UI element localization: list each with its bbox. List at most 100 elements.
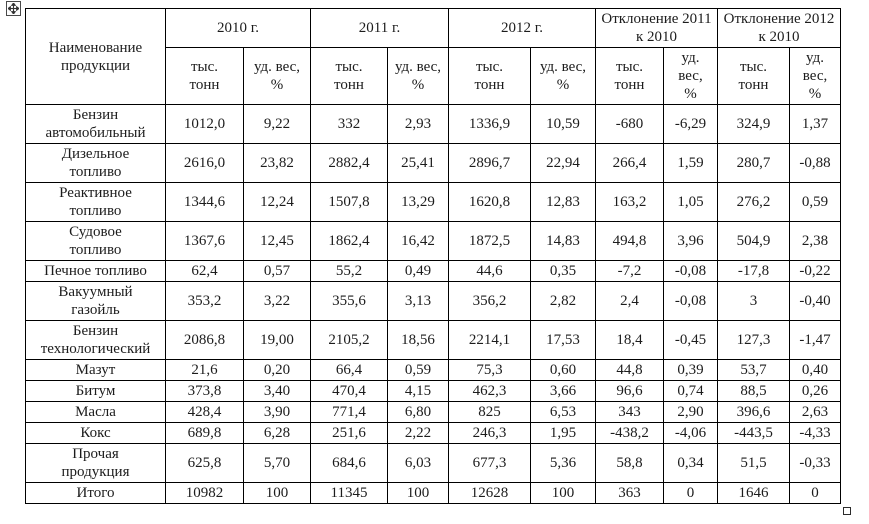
value-cell[interactable]: 53,7 <box>717 359 791 381</box>
value-cell[interactable]: 0,34 <box>662 443 719 483</box>
value-cell[interactable]: 3,22 <box>243 281 311 321</box>
value-cell[interactable]: 5,36 <box>530 443 596 483</box>
value-cell[interactable]: 332 <box>310 104 388 144</box>
value-cell[interactable]: 251,6 <box>310 422 388 444</box>
value-cell[interactable]: 355,6 <box>310 281 388 321</box>
value-cell[interactable]: 1336,9 <box>448 104 531 144</box>
value-cell[interactable]: 51,5 <box>717 443 791 483</box>
value-cell[interactable]: 2,63 <box>789 401 842 423</box>
subheader-share-dev2012[interactable]: уд. вес, % <box>789 47 842 105</box>
product-name-cell[interactable]: Мазут <box>25 359 166 381</box>
value-cell[interactable]: 9,22 <box>243 104 311 144</box>
product-name-cell[interactable]: Печное топливо <box>25 260 166 282</box>
value-cell[interactable]: 373,8 <box>165 380 244 402</box>
value-cell[interactable]: 17,53 <box>530 320 596 360</box>
value-cell[interactable]: 5,70 <box>243 443 311 483</box>
header-group-2011[interactable]: 2011 г. <box>310 8 449 48</box>
value-cell[interactable]: 396,6 <box>717 401 791 423</box>
value-cell[interactable]: 625,8 <box>165 443 244 483</box>
value-cell[interactable]: 1367,6 <box>165 221 244 261</box>
value-cell[interactable]: 2,82 <box>530 281 596 321</box>
value-cell[interactable]: -0,33 <box>789 443 842 483</box>
value-cell[interactable]: -0,40 <box>789 281 842 321</box>
value-cell[interactable]: -0,08 <box>662 260 719 282</box>
value-cell[interactable]: 58,8 <box>595 443 664 483</box>
product-name-cell[interactable]: Вакуумный газойль <box>25 281 166 321</box>
value-cell[interactable]: 6,53 <box>530 401 596 423</box>
value-cell[interactable]: 2,4 <box>595 281 664 321</box>
value-cell[interactable]: 88,5 <box>717 380 791 402</box>
value-cell[interactable]: 4,15 <box>387 380 449 402</box>
value-cell[interactable]: 3,40 <box>243 380 311 402</box>
value-cell[interactable]: 1862,4 <box>310 221 388 261</box>
value-cell[interactable]: 324,9 <box>717 104 791 144</box>
value-cell[interactable]: 75,3 <box>448 359 531 381</box>
value-cell[interactable]: 3,66 <box>530 380 596 402</box>
value-cell[interactable]: 0,59 <box>789 182 842 222</box>
product-name-cell[interactable]: Судовое топливо <box>25 221 166 261</box>
value-cell[interactable]: 1872,5 <box>448 221 531 261</box>
value-cell[interactable]: 0,40 <box>789 359 842 381</box>
value-cell[interactable]: 504,9 <box>717 221 791 261</box>
value-cell[interactable]: 21,6 <box>165 359 244 381</box>
value-cell[interactable]: 2896,7 <box>448 143 531 183</box>
value-cell[interactable]: 12,83 <box>530 182 596 222</box>
value-cell[interactable]: 0,20 <box>243 359 311 381</box>
header-group-deviation-2012[interactable]: Отклонение 2012 к 2010 <box>717 8 842 48</box>
product-name-cell[interactable]: Прочая продукция <box>25 443 166 483</box>
value-cell[interactable]: 266,4 <box>595 143 664 183</box>
subheader-share-2011[interactable]: уд. вес, % <box>387 47 449 105</box>
value-cell[interactable]: 0,39 <box>662 359 719 381</box>
value-cell[interactable]: 2,38 <box>789 221 842 261</box>
value-cell[interactable]: 428,4 <box>165 401 244 423</box>
product-name-cell[interactable]: Бензин технологический <box>25 320 166 360</box>
value-cell[interactable]: 100 <box>530 482 596 504</box>
value-cell[interactable]: 0 <box>662 482 719 504</box>
value-cell[interactable]: 246,3 <box>448 422 531 444</box>
subheader-share-dev2011[interactable]: уд. вес, % <box>662 47 719 105</box>
value-cell[interactable]: 100 <box>387 482 449 504</box>
value-cell[interactable]: 1646 <box>717 482 791 504</box>
value-cell[interactable]: 0,49 <box>387 260 449 282</box>
value-cell[interactable]: 19,00 <box>243 320 311 360</box>
subheader-tons-2010[interactable]: тыс. тонн <box>165 47 244 105</box>
value-cell[interactable]: 677,3 <box>448 443 531 483</box>
header-product-column[interactable]: Наименование продукции <box>25 8 166 105</box>
value-cell[interactable]: -6,29 <box>662 104 719 144</box>
value-cell[interactable]: 470,4 <box>310 380 388 402</box>
table-move-handle[interactable] <box>6 1 21 16</box>
product-name-cell[interactable]: Реактивное топливо <box>25 182 166 222</box>
product-name-cell[interactable]: Итого <box>25 482 166 504</box>
value-cell[interactable]: 356,2 <box>448 281 531 321</box>
product-name-cell[interactable]: Бензин автомобильный <box>25 104 166 144</box>
value-cell[interactable]: 462,3 <box>448 380 531 402</box>
value-cell[interactable]: 3,90 <box>243 401 311 423</box>
value-cell[interactable]: -0,08 <box>662 281 719 321</box>
subheader-share-2010[interactable]: уд. вес, % <box>243 47 311 105</box>
value-cell[interactable]: 1,05 <box>662 182 719 222</box>
value-cell[interactable]: 494,8 <box>595 221 664 261</box>
value-cell[interactable]: 0,59 <box>387 359 449 381</box>
value-cell[interactable]: 12,45 <box>243 221 311 261</box>
value-cell[interactable]: -7,2 <box>595 260 664 282</box>
value-cell[interactable]: 12628 <box>448 482 531 504</box>
value-cell[interactable]: 66,4 <box>310 359 388 381</box>
value-cell[interactable]: 100 <box>243 482 311 504</box>
value-cell[interactable]: 276,2 <box>717 182 791 222</box>
value-cell[interactable]: -0,22 <box>789 260 842 282</box>
value-cell[interactable]: 2,93 <box>387 104 449 144</box>
subheader-tons-dev2011[interactable]: тыс. тонн <box>595 47 664 105</box>
value-cell[interactable]: 1344,6 <box>165 182 244 222</box>
value-cell[interactable]: 10982 <box>165 482 244 504</box>
value-cell[interactable]: 44,8 <box>595 359 664 381</box>
value-cell[interactable]: -443,5 <box>717 422 791 444</box>
value-cell[interactable]: 18,4 <box>595 320 664 360</box>
value-cell[interactable]: 12,24 <box>243 182 311 222</box>
value-cell[interactable]: 3 <box>717 281 791 321</box>
value-cell[interactable]: 684,6 <box>310 443 388 483</box>
value-cell[interactable]: 1,95 <box>530 422 596 444</box>
value-cell[interactable]: -17,8 <box>717 260 791 282</box>
value-cell[interactable]: 0,60 <box>530 359 596 381</box>
value-cell[interactable]: 127,3 <box>717 320 791 360</box>
value-cell[interactable]: 0,26 <box>789 380 842 402</box>
